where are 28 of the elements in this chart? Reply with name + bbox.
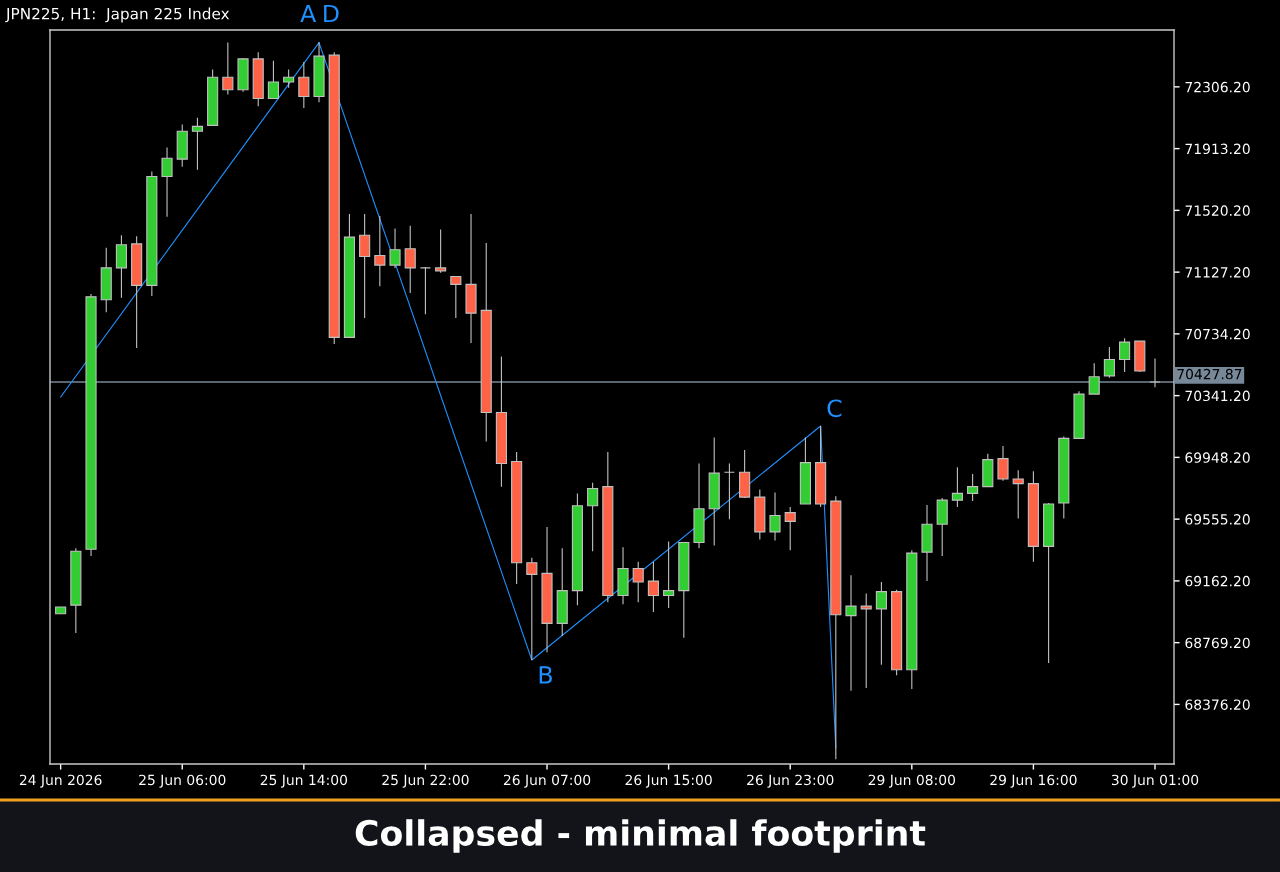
x-tick-label: 29 Jun 08:00	[868, 774, 955, 788]
x-tick-label: 26 Jun 07:00	[503, 774, 591, 788]
y-tick-label: 69162.20	[1185, 575, 1250, 587]
y-tick-label: 70734.20	[1185, 328, 1250, 340]
data-label: B	[539, 666, 552, 684]
x-tick-label: 26 Jun 15:00	[625, 774, 712, 788]
y-tick-label: 69555.20	[1185, 514, 1250, 525]
y-tick-label: 69948.20	[1185, 452, 1250, 463]
y-tick-label: 72306.20	[1185, 81, 1250, 93]
text: Collapsed - minimal footprint	[355, 819, 926, 853]
x-tick-label: 25 Jun 14:00	[260, 774, 348, 788]
data-label: C	[827, 399, 842, 418]
x-tick-label: 25 Jun 22:00	[382, 774, 469, 788]
ref-line-label: 70427.87	[1177, 368, 1242, 380]
y-tick-label: 71127.20	[1185, 267, 1250, 278]
y-tick-label: 68769.20	[1185, 637, 1250, 649]
y-tick-label: 68376.20	[1185, 699, 1250, 710]
data-label: A	[300, 4, 317, 23]
x-tick-label: 29 Jun 16:00	[990, 774, 1077, 788]
y-tick-label: 70341.20	[1185, 390, 1250, 402]
y-tick-label: 71913.20	[1185, 143, 1250, 155]
x-tick-label: 24 Jun 2026	[19, 774, 102, 788]
x-tick-label: 26 Jun 23:00	[747, 774, 834, 788]
x-tick-label: 25 Jun 06:00	[139, 774, 226, 788]
x-tick-label: 30 Jun 01:00	[1111, 774, 1199, 788]
chart-title: JPN225, H1: Japan 225 Index	[5, 7, 230, 23]
data-label: D	[324, 4, 339, 23]
y-tick-label: 71520.20	[1185, 205, 1250, 216]
